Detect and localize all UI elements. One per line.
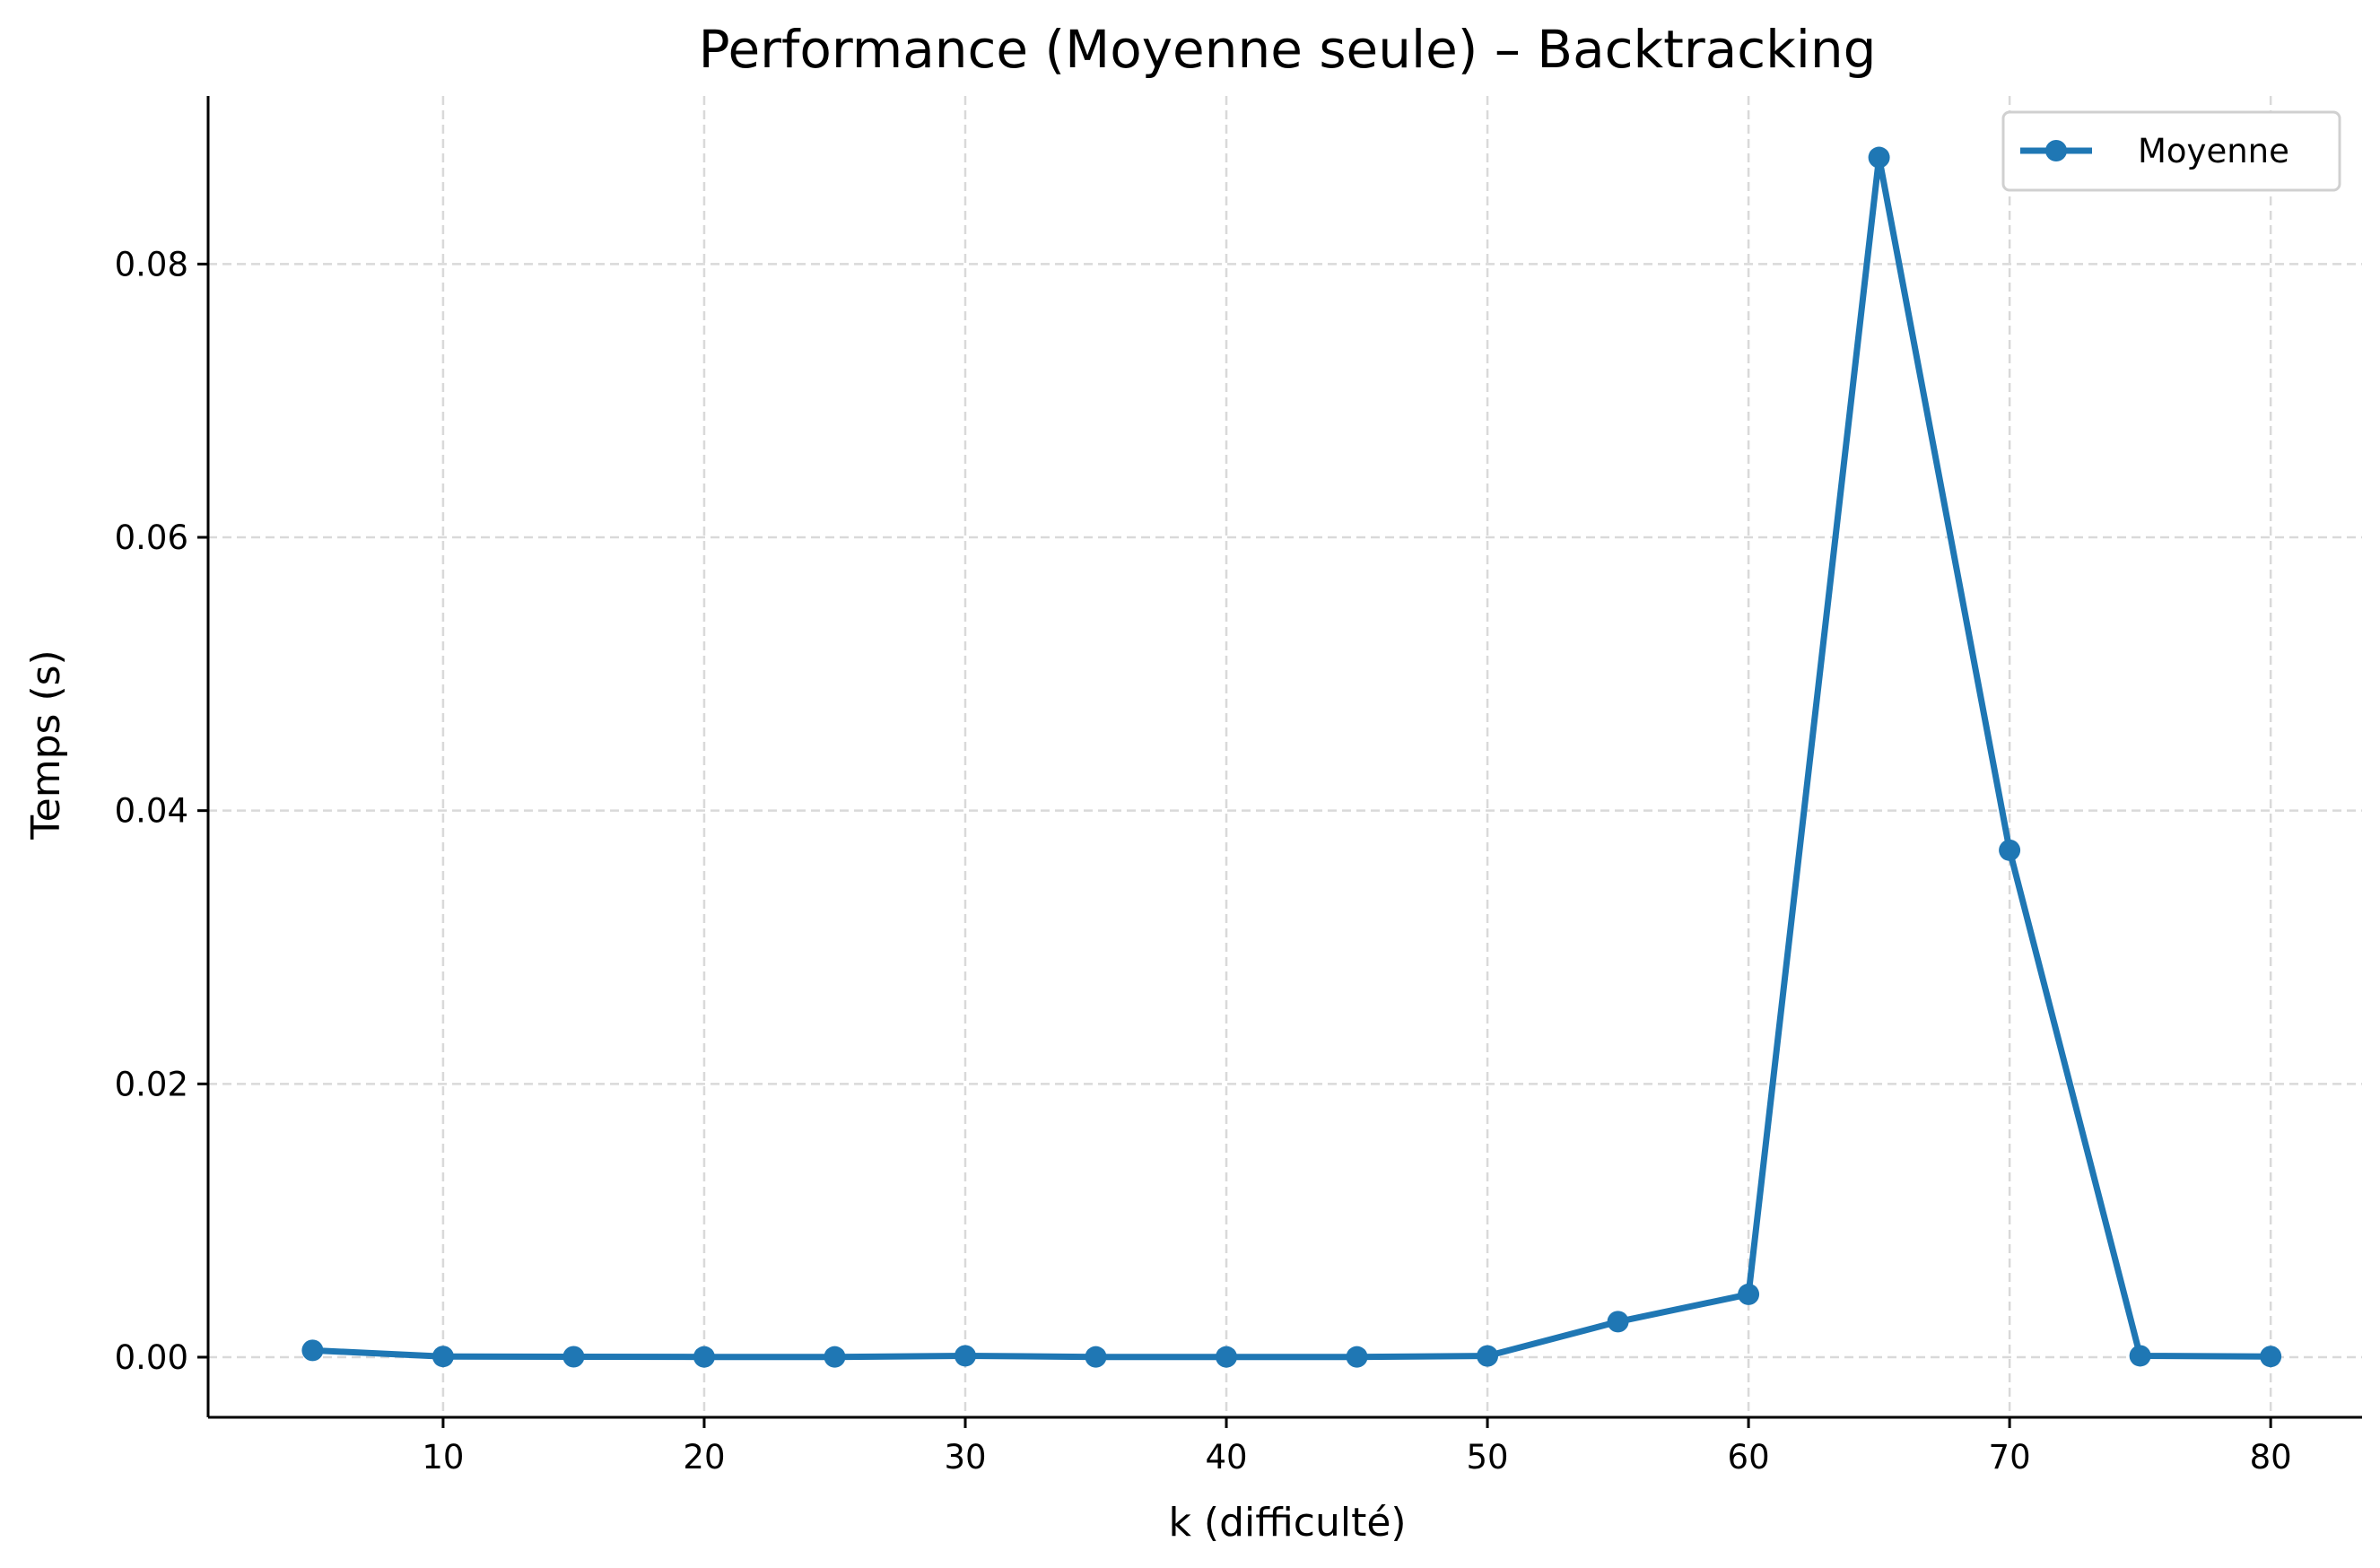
chart-title: Performance (Moyenne seule) – Backtracki…	[699, 19, 1877, 80]
data-point	[693, 1346, 715, 1368]
y-tick-label: 0.08	[115, 245, 188, 283]
data-point	[301, 1339, 324, 1362]
y-tick-label: 0.04	[115, 792, 188, 831]
data-point	[1477, 1345, 1499, 1367]
y-tick-label: 0.02	[115, 1065, 188, 1103]
data-point	[2260, 1346, 2282, 1368]
data-point	[954, 1345, 976, 1367]
legend-box	[2001, 110, 2341, 192]
y-tick-label: 0.06	[115, 518, 188, 557]
legend-marker-icon	[2045, 140, 2067, 161]
x-tick-label: 60	[1728, 1438, 1770, 1477]
data-point	[1868, 146, 1890, 169]
y-axis-label: Temps (s)	[23, 649, 69, 840]
x-tick-label: 30	[944, 1438, 986, 1477]
data-point	[1999, 839, 2021, 861]
y-tick-label: 0.00	[115, 1338, 188, 1377]
data-point	[432, 1346, 454, 1368]
x-tick-label: 40	[1205, 1438, 1247, 1477]
data-point	[1346, 1346, 1368, 1368]
legend: Moyenne	[2001, 110, 2341, 192]
x-tick-label: 20	[683, 1438, 725, 1477]
axes	[206, 96, 2362, 1419]
series	[301, 146, 2282, 1368]
data-point	[824, 1346, 846, 1368]
data-point	[1738, 1283, 1760, 1305]
ticks: 10 20 30 40 50 60 70 80 0.00 0.02 0.04 0.06 0.08	[115, 245, 2292, 1477]
series-line	[309, 154, 2274, 1361]
data-point	[1085, 1346, 1107, 1368]
x-axis-label: k (difficulté)	[1168, 1500, 1406, 1546]
x-tick-label: 10	[422, 1438, 464, 1477]
data-point	[1607, 1311, 1629, 1333]
x-tick-label: 70	[1989, 1438, 2031, 1477]
data-point	[2129, 1345, 2151, 1367]
x-tick-label: 50	[1467, 1438, 1509, 1477]
x-tick-label: 80	[2250, 1438, 2292, 1477]
legend-label: Moyenne	[2138, 132, 2289, 170]
data-point	[1216, 1346, 1238, 1368]
data-point	[562, 1346, 585, 1368]
